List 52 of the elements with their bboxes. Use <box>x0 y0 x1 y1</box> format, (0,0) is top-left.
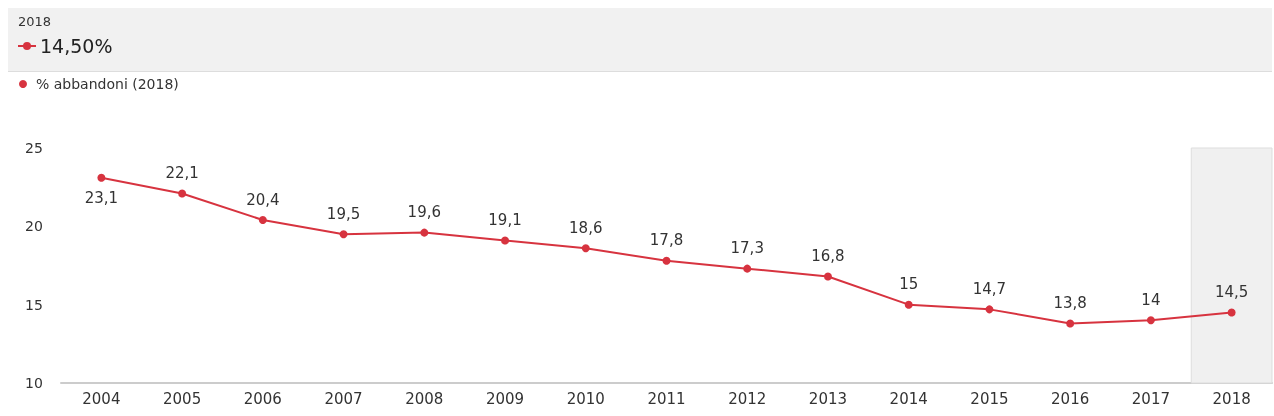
data-label: 19,6 <box>407 203 441 222</box>
x-tick-label: 2006 <box>243 389 282 408</box>
legend-label: % abbandoni (2018) <box>36 76 179 92</box>
point <box>97 173 106 182</box>
x-tick-label: 2016 <box>1051 389 1090 408</box>
point <box>823 272 832 281</box>
data-label: 19,1 <box>488 210 522 229</box>
x-tick-label: 2017 <box>1131 389 1170 408</box>
x-tick-label: 2012 <box>728 389 767 408</box>
data-label: 14,5 <box>1214 283 1249 301</box>
point <box>178 189 187 198</box>
point <box>904 300 913 309</box>
x-tick-label: 2015 <box>970 389 1009 408</box>
x-tick-label: 2014 <box>889 389 928 408</box>
y-tick-label: 20 <box>25 218 43 235</box>
point <box>258 216 267 225</box>
data-label: 16,8 <box>811 246 845 265</box>
data-label: 22,1 <box>165 163 199 182</box>
y-tick-label: 10 <box>25 375 43 391</box>
x-tick-label: 2018 <box>1212 389 1251 408</box>
chart-subtitle: 14,50% <box>40 35 113 57</box>
x-tick-label: 2004 <box>82 389 121 408</box>
x-tick-label: 2007 <box>324 389 363 408</box>
data-label: 13,8 <box>1053 293 1087 312</box>
point <box>339 230 348 239</box>
chart-title: 2018 <box>18 14 53 29</box>
point <box>1146 316 1155 325</box>
data-label: 23,1 <box>84 189 119 208</box>
point <box>501 236 510 245</box>
point <box>743 264 752 273</box>
x-tick-label: 2013 <box>808 389 848 408</box>
x-tick-label: 2011 <box>647 389 686 408</box>
data-label: 19,5 <box>326 204 361 223</box>
data-label: 14 <box>1141 290 1161 309</box>
point <box>662 256 671 265</box>
point <box>581 244 590 253</box>
x-tick-label: 2005 <box>163 389 202 408</box>
point <box>1066 319 1075 328</box>
data-label: 17,8 <box>649 231 684 250</box>
y-tick-label: 25 <box>25 140 43 156</box>
data-label: 18,6 <box>569 218 603 237</box>
data-label: 17,3 <box>730 239 764 258</box>
x-tick-label: 2009 <box>485 389 525 408</box>
x-tick-label: 2010 <box>566 389 605 408</box>
data-label: 15 <box>899 275 919 294</box>
point <box>1227 308 1236 317</box>
point <box>985 305 994 314</box>
data-label: 14,7 <box>972 279 1007 298</box>
data-label: 20,4 <box>246 190 280 209</box>
point <box>420 228 429 237</box>
x-tick-label: 2008 <box>405 389 444 408</box>
y-tick-label: 15 <box>25 296 43 313</box>
